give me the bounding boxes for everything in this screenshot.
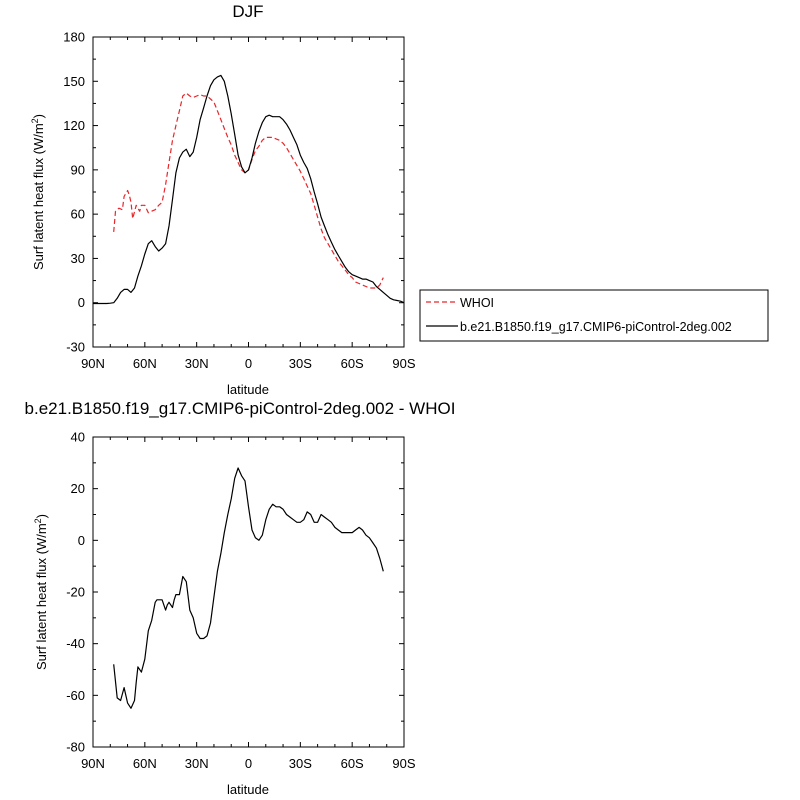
top-plot-frame [92, 36, 405, 348]
x-tick-label: 90S [392, 756, 415, 771]
y-tick-label: 20 [71, 481, 85, 496]
x-tick-label: 60S [341, 356, 364, 371]
x-tick-label: 90N [81, 356, 105, 371]
bottom-y-axis-title-text: Surf latent heat flux (W/m [34, 523, 49, 670]
x-tick-label: 90N [81, 756, 105, 771]
series-line-difference [113, 467, 384, 709]
y-tick-label: 0 [78, 533, 85, 548]
top-y-axis-title-text: Surf latent heat flux (W/m [31, 123, 46, 270]
x-tick-label: 60S [341, 756, 364, 771]
x-tick-label: 60N [133, 756, 157, 771]
series-line-b-e21-b1850-f19-g17-cmip6-picontrol-2deg-002 [93, 74, 405, 305]
top-axis-ticks: 90N 60N 30N 0 30S 60S 90S -30 0 30 60 90 120 150 180 [63, 30, 416, 372]
top-chart-title: DJF [232, 2, 263, 21]
bottom-panel: b.e21.B1850.f19_g17.CMIP6-piControl-2deg… [25, 399, 456, 797]
y-tick-label: 0 [78, 295, 85, 310]
x-tick-label: 90S [392, 356, 415, 371]
bottom-y-axis-title-close: ) [34, 514, 49, 518]
top-y-axis-title-superscript: 2 [30, 118, 40, 123]
bottom-x-axis-title: latitude [227, 782, 269, 797]
bottom-plot-frame [92, 436, 405, 748]
bottom-chart-title: b.e21.B1850.f19_g17.CMIP6-piControl-2deg… [25, 399, 456, 418]
top-y-axis-title-close: ) [31, 114, 46, 118]
x-tick-label: 60N [133, 356, 157, 371]
y-tick-label: 180 [63, 30, 85, 45]
bottom-y-axis-title-superscript: 2 [33, 518, 43, 523]
legend-box [419, 289, 769, 342]
top-panel: DJF 90N 60N 30N 0 30S 60S 90S -30 0 30 60 90 120 150 1… [30, 2, 416, 397]
x-tick-label: 0 [245, 356, 252, 371]
bottom-series-lines [113, 467, 384, 709]
y-tick-label: 120 [63, 118, 85, 133]
x-tick-label: 30S [289, 356, 312, 371]
y-tick-label: 40 [71, 430, 85, 445]
bottom-y-axis-title: Surf latent heat flux (W/m2) [33, 514, 49, 670]
legend-label-whoi: WHOI [460, 296, 494, 310]
y-tick-label: 150 [63, 74, 85, 89]
x-tick-label: 30N [185, 756, 209, 771]
top-series-lines [93, 74, 405, 305]
y-tick-label: -40 [66, 636, 85, 651]
y-tick-label: -20 [66, 585, 85, 600]
y-tick-label: -80 [66, 740, 85, 755]
legend: WHOI b.e21.B1850.f19_g17.CMIP6-piControl… [419, 289, 769, 342]
y-tick-label: 90 [71, 162, 85, 177]
series-line-whoi [113, 92, 384, 289]
x-tick-label: 30S [289, 756, 312, 771]
x-tick-label: 30N [185, 356, 209, 371]
top-y-axis-title: Surf latent heat flux (W/m2) [30, 114, 46, 270]
legend-label-model: b.e21.B1850.f19_g17.CMIP6-piControl-2deg… [460, 320, 732, 334]
y-tick-label: 60 [71, 207, 85, 222]
x-tick-label: 0 [245, 756, 252, 771]
y-tick-label: -60 [66, 688, 85, 703]
top-x-axis-title: latitude [227, 382, 269, 397]
y-tick-label: -30 [66, 340, 85, 355]
y-tick-label: 30 [71, 251, 85, 266]
bottom-axis-ticks: 90N 60N 30N 0 30S 60S 90S -80 -60 -40 -20 0 20 40 [66, 430, 416, 772]
